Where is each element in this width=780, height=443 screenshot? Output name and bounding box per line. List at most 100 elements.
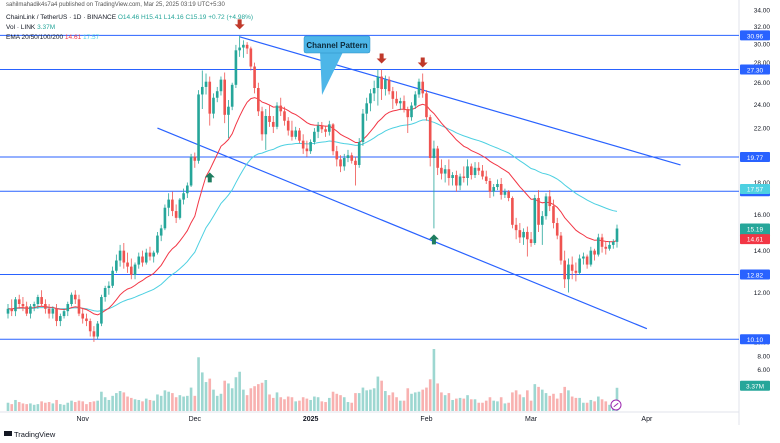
pattern-markers (204, 19, 439, 245)
candle-body (249, 48, 253, 67)
replay-icon[interactable] (610, 399, 622, 411)
volume-bar (552, 393, 555, 411)
volume-bar (55, 399, 58, 411)
volume-bar (103, 397, 107, 411)
candle-body (122, 250, 126, 263)
candle (507, 190, 510, 202)
candle (51, 306, 55, 319)
price-tick-label: 16.00 (754, 212, 771, 219)
candle (186, 182, 189, 198)
candle-body (492, 187, 496, 192)
volume-bar (249, 388, 253, 411)
volume-bar (458, 397, 462, 411)
candle (372, 80, 376, 102)
candle (100, 294, 103, 327)
candle (522, 228, 525, 245)
candle-body (361, 113, 365, 142)
volume-bar (29, 403, 32, 411)
candle (328, 120, 331, 136)
volume-bar (440, 392, 443, 411)
candle (593, 248, 596, 261)
volume-bar (604, 401, 608, 411)
candle-body (103, 287, 107, 298)
tradingview-logo[interactable]: TradingView (4, 430, 56, 439)
candle-body (44, 304, 47, 309)
volume-bar (44, 402, 47, 411)
candle-body (331, 124, 335, 152)
volume-bar (555, 398, 559, 411)
candle (40, 290, 43, 307)
candle (469, 163, 473, 180)
candle-body (141, 256, 144, 263)
volume-bar (17, 402, 21, 411)
candle-body (115, 260, 118, 271)
candle (6, 304, 10, 319)
time-tick-label: Nov (76, 416, 89, 423)
candle (249, 46, 253, 71)
candle-body (118, 250, 122, 261)
volume-bar (111, 395, 114, 411)
candle (301, 134, 305, 154)
candle (380, 69, 383, 100)
price-badge-ema50 (740, 184, 770, 195)
volume-bar (208, 378, 212, 411)
candle (552, 199, 555, 229)
volume-bar (514, 390, 518, 411)
candle (159, 224, 163, 242)
candle-body (294, 130, 297, 137)
candlesticks (6, 35, 619, 342)
volume-bar (264, 380, 268, 411)
volume-bar (398, 400, 402, 411)
volume-bar (47, 402, 51, 411)
volume-bar (496, 401, 499, 411)
candle-body (25, 306, 28, 314)
arrow-up-icon (428, 234, 439, 245)
candle-body (219, 79, 223, 92)
candle (503, 188, 507, 198)
price-badge-label: 17.57 (747, 187, 764, 194)
candle-body (208, 81, 212, 114)
candle-body (197, 94, 200, 161)
volume-bar (234, 377, 238, 411)
candle-body (204, 81, 208, 87)
channel-lines (157, 36, 681, 330)
ema-lines (7, 97, 618, 316)
volume-bar (215, 395, 219, 411)
candle-body (484, 176, 488, 181)
candle (144, 248, 148, 265)
symbol-header[interactable]: ChainLink / TetherUS · 1D · BINANCE O14.… (6, 14, 253, 21)
price-tick-label: 14.00 (754, 248, 771, 255)
candle-body (406, 109, 410, 118)
ema-legend[interactable]: EMA 20/50/100/200 14.61 17.57 (6, 34, 99, 41)
candle (223, 72, 227, 124)
candle (548, 190, 552, 212)
candle-body (17, 299, 21, 305)
candle (574, 262, 578, 282)
volume-bar (14, 399, 17, 411)
candle (451, 172, 454, 186)
candle-body (301, 140, 305, 149)
price-tick-label: 32.00 (754, 24, 771, 31)
candle-body (413, 94, 417, 106)
candle-body (346, 155, 350, 159)
level-badge (740, 30, 770, 41)
candle (156, 231, 159, 255)
candle-body (391, 91, 395, 99)
candle-body (227, 106, 230, 115)
volume-bar (21, 403, 25, 411)
candle-body (499, 183, 503, 195)
level-badge (740, 334, 770, 345)
candle-body (178, 199, 182, 218)
candle (137, 252, 141, 269)
volume-bar (40, 401, 43, 411)
arrow-up-icon (204, 172, 215, 183)
candle (275, 102, 279, 130)
level-label: 27.30 (747, 67, 764, 74)
price-tick-label: 34.00 (754, 7, 771, 14)
candle-body (148, 252, 152, 257)
volume-bar (413, 392, 417, 411)
volume-legend[interactable]: Vol · LINK 3.37M (6, 24, 55, 31)
candle (29, 304, 32, 319)
